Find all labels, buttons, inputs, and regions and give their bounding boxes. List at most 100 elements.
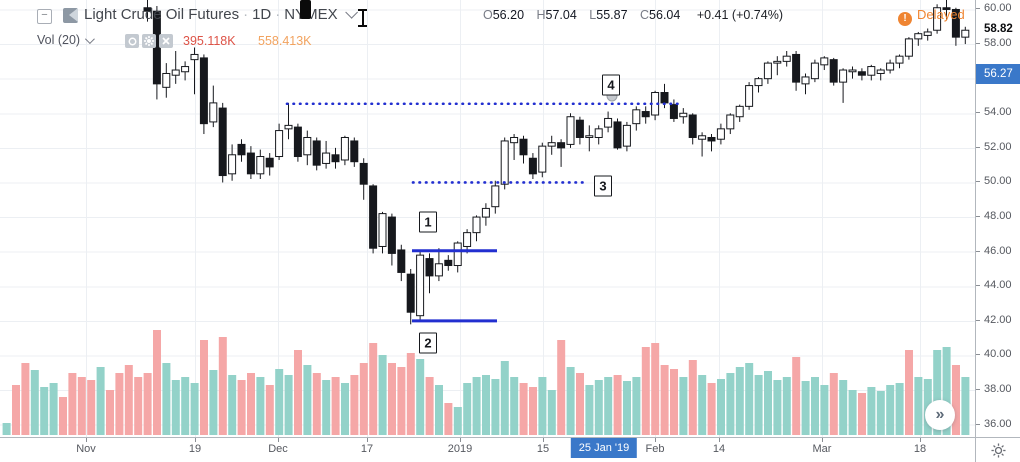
volume-bar: [68, 373, 77, 435]
candle-body: [773, 60, 782, 64]
volume-bar: [858, 393, 866, 435]
candle-body: [528, 157, 537, 175]
volume-bar: [247, 373, 255, 435]
candle-body: [491, 185, 500, 208]
volume-bar: [491, 379, 500, 435]
candle-body: [942, 7, 951, 10]
candle-body: [622, 124, 631, 147]
last-price-label: 58.82: [984, 22, 1013, 35]
scroll-to-latest-button[interactable]: »: [925, 400, 955, 430]
volume-bar: [623, 381, 631, 435]
candle-body: [275, 130, 284, 158]
gear-icon: [991, 443, 1006, 458]
text-caret: [300, 0, 311, 19]
candle-body: [698, 135, 707, 140]
volume-bar: [754, 375, 763, 435]
volume-bar: [538, 377, 547, 435]
candle-body: [632, 109, 641, 125]
candle-body: [181, 66, 190, 73]
candle-body: [792, 53, 801, 83]
time-tick-Dec: Dec: [268, 443, 288, 455]
candle-body: [951, 8, 960, 38]
time-axis[interactable]: Nov 19 Dec 17 2019 15 Feb 14 Mar 18 25 Jan '19: [0, 437, 975, 462]
volume-bar: [30, 370, 39, 435]
time-tick-mark: [86, 438, 87, 442]
candle-body: [613, 121, 622, 149]
volume-bar: [40, 387, 49, 435]
candle-body: [726, 114, 735, 130]
symbol-title-row[interactable]: Light Crude Oil Futures·1D·NYMEX: [84, 6, 358, 26]
candle-body: [190, 53, 199, 61]
price-chart-canvas[interactable]: [0, 0, 975, 437]
volume-bar: [435, 385, 443, 435]
candle-body: [820, 57, 829, 66]
volume-bar: [961, 377, 970, 435]
volume-bar: [2, 423, 11, 435]
candle-body: [312, 140, 321, 166]
volume-bar: [773, 380, 782, 435]
volume-bar: [829, 373, 838, 435]
volume-bar: [49, 383, 58, 435]
collapse-pane-button[interactable]: −: [37, 9, 52, 24]
candle-body: [895, 55, 904, 64]
volume-bar: [77, 377, 86, 435]
candle-body: [284, 124, 293, 130]
candle-body: [575, 119, 584, 138]
volume-bar: [735, 367, 744, 435]
candle-body: [566, 116, 575, 145]
ohlc-readout: O56.20 H57.04 L55.87 C56.04 +0.41 (+0.74…: [483, 8, 783, 22]
time-tick-mark: [543, 438, 544, 442]
chart-header: − Light Crude Oil Futures·1D·NYMEX O56.2…: [0, 0, 975, 30]
volume-bar: [341, 383, 349, 435]
price-tick-44.00: 44.00: [976, 279, 1012, 292]
volume-bar: [416, 359, 425, 435]
price-tick-36.00: 36.00: [976, 418, 1012, 431]
candle-body: [604, 117, 613, 128]
volume-bar: [717, 379, 725, 435]
price-tick-58.00: 58.00: [976, 37, 1012, 50]
volume-bar: [876, 391, 885, 435]
time-tick-mark: [920, 438, 921, 442]
remove-indicator-button[interactable]: [159, 34, 173, 48]
time-tick-mark: [460, 438, 461, 442]
candle-body: [416, 254, 425, 317]
volume-bar: [181, 377, 190, 435]
candle-body: [472, 216, 481, 234]
price-axis[interactable]: 60.0058.0056.0054.0052.0050.0048.0046.00…: [975, 0, 1020, 437]
indicator-settings-button[interactable]: [142, 34, 156, 48]
candle-body: [228, 154, 237, 175]
volume-indicator-legend[interactable]: Vol (20): [37, 33, 95, 49]
volume-bar: [933, 350, 942, 435]
candle-body: [914, 33, 923, 40]
volume-value: 395.118K: [183, 34, 236, 48]
candle-body: [519, 138, 528, 156]
volume-bar: [200, 340, 208, 435]
volume-bar: [914, 377, 923, 435]
delayed-data-badge[interactable]: ! Delayed: [898, 7, 965, 26]
volume-bar: [444, 403, 453, 435]
hide-indicator-button[interactable]: [125, 34, 139, 48]
volume-bar: [547, 390, 556, 435]
price-tick-60.00: 60.00: [976, 2, 1012, 15]
volume-bar: [228, 375, 237, 435]
chevron-down-icon[interactable]: [344, 6, 358, 19]
interval-label: 1D: [252, 6, 272, 23]
separator: ·: [275, 6, 281, 23]
volume-bar: [171, 380, 180, 435]
volume-bar: [811, 377, 819, 435]
candle-body: [839, 69, 848, 83]
volume-bar: [303, 365, 312, 435]
time-tick-14: 14: [712, 443, 726, 455]
high-key: H: [536, 8, 546, 22]
candle-body: [199, 57, 208, 125]
axis-settings-corner[interactable]: [975, 437, 1020, 462]
candle-body: [162, 72, 171, 88]
low-value: 55.87: [596, 8, 628, 22]
time-tick-mark: [278, 438, 279, 442]
volume-bar: [782, 377, 791, 435]
volume-bar: [96, 367, 105, 435]
candle-body: [246, 152, 255, 175]
candle-body: [754, 78, 763, 87]
volume-bar: [576, 373, 584, 435]
volume-bar: [604, 377, 613, 435]
